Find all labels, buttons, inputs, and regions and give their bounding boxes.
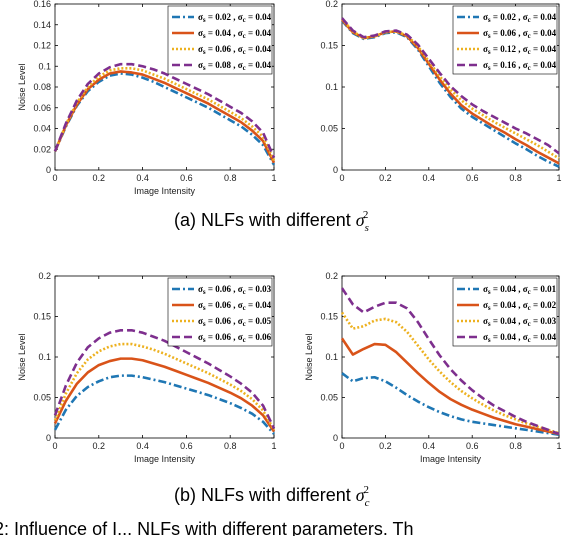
- y-tick-label: 0.05: [320, 393, 338, 403]
- x-tick-label: 0.4: [136, 173, 149, 183]
- series-line-3: [53, 67, 276, 162]
- legend-label: σs = 0.06 , σc = 0.04: [483, 28, 557, 40]
- series-line-3: [53, 342, 276, 431]
- x-tick-label: 0.4: [423, 173, 436, 183]
- legend-box: [452, 277, 558, 347]
- x-tick-label: 0: [52, 441, 57, 451]
- y-tick-label: 0.1: [325, 352, 338, 362]
- y-tick-label: 0.2: [38, 271, 51, 281]
- y-axis-label: Noise Level: [17, 333, 27, 380]
- chart-panel-bottom-left: 0 0.2 0.4 0.6 0.8 1 0 0.05 0.1 0.15 0.2 Image Inten…: [17, 271, 277, 464]
- x-tick-label: 1: [271, 441, 276, 451]
- x-tick-label: 0.4: [136, 441, 149, 451]
- y-tick-label: 0.02: [33, 144, 51, 154]
- legend: σs = 0.02 , σc = 0.04 σs = 0.04 , σc = 0.…: [167, 5, 273, 75]
- x-tick-label: 0: [339, 173, 344, 183]
- series-line-1: [341, 372, 560, 437]
- legend-label: σs = 0.16 , σc = 0.04: [483, 60, 557, 72]
- x-axis-label: Image Intensity: [134, 454, 196, 464]
- legend-label: σs = 0.06 , σc = 0.04: [198, 300, 272, 312]
- y-tick-label: 0: [46, 165, 51, 175]
- legend-label: σs = 0.06 , σc = 0.04: [198, 44, 272, 56]
- legend-label: σs = 0.12 , σc = 0.04: [483, 44, 557, 56]
- legend-label: σs = 0.06 , σc = 0.06: [198, 332, 272, 344]
- series-line-1: [53, 72, 276, 166]
- legend: σs = 0.02 , σc = 0.04 σs = 0.06 , σc = 0.…: [452, 5, 558, 75]
- footer-caption-fragment: 2: Influence of I... NLFs with different…: [0, 519, 414, 536]
- x-tick-label: 0.6: [466, 441, 479, 451]
- x-tick-label: 0.2: [93, 173, 106, 183]
- series-line-4: [53, 62, 276, 159]
- legend-label: σs = 0.06 , σc = 0.03: [198, 284, 272, 296]
- y-tick-label: 0.2: [325, 271, 338, 281]
- chart-panel-bottom-right: 0 0.2 0.4 0.6 0.8 1 0 0.05 0.1 0.15 0.2 Image Inten…: [304, 271, 562, 464]
- legend-label: σs = 0.02 , σc = 0.04: [483, 12, 557, 24]
- y-tick-label: 0.05: [320, 124, 338, 134]
- y-tick-label: 0.1: [38, 61, 51, 71]
- legend-label: σs = 0.06 , σc = 0.05: [198, 316, 272, 328]
- x-tick-label: 0.2: [93, 441, 106, 451]
- y-tick-label: 0.14: [33, 20, 51, 30]
- series-line-1: [53, 374, 275, 435]
- legend-label: σs = 0.08 , σc = 0.04: [198, 60, 272, 72]
- y-tick-label: 0.12: [33, 41, 51, 51]
- x-tick-label: 0.6: [466, 173, 479, 183]
- legend-box: [167, 277, 273, 347]
- series-line-4: [340, 287, 560, 436]
- series-line-4: [53, 328, 276, 429]
- y-tick-label: 0: [333, 165, 338, 175]
- y-tick-label: 0.15: [320, 41, 338, 51]
- legend-label: σs = 0.02 , σc = 0.04: [198, 12, 272, 24]
- y-tick-label: 0.1: [38, 352, 51, 362]
- x-axis-label: Image Intensity: [134, 186, 196, 196]
- series-line-2: [340, 337, 560, 436]
- x-tick-label: 1: [556, 441, 561, 451]
- caption-b: (b) NLFs with different σc2: [174, 484, 370, 509]
- x-axis-label: Image Intensity: [420, 454, 482, 464]
- x-tick-label: 1: [271, 173, 276, 183]
- y-axis-label: Noise Level: [304, 333, 314, 380]
- legend: σs = 0.04 , σc = 0.01 σs = 0.04 , σc = 0.…: [452, 277, 558, 347]
- x-tick-label: 0.6: [180, 173, 193, 183]
- x-tick-label: 0.2: [379, 173, 392, 183]
- legend-label: σs = 0.04 , σc = 0.01: [483, 284, 557, 296]
- x-tick-label: 0.6: [180, 441, 193, 451]
- series-line-2: [53, 70, 276, 164]
- y-tick-label: 0.15: [33, 312, 51, 322]
- series-line-2: [53, 357, 276, 433]
- x-tick-label: 0.8: [224, 441, 237, 451]
- y-axis-label: Noise Level: [17, 63, 27, 110]
- legend-label: σs = 0.04 , σc = 0.04: [198, 28, 272, 40]
- x-tick-label: 0: [339, 441, 344, 451]
- caption-a: (a) NLFs with different σs2: [174, 209, 369, 234]
- x-tick-label: 0: [52, 173, 57, 183]
- x-tick-label: 0.2: [379, 441, 392, 451]
- y-tick-label: 0.08: [33, 82, 51, 92]
- y-tick-label: 0.16: [33, 0, 51, 9]
- legend-box: [167, 5, 273, 75]
- legend-box: [452, 5, 558, 75]
- legend-label: σs = 0.04 , σc = 0.02: [483, 300, 557, 312]
- y-tick-label: 0: [333, 433, 338, 443]
- x-tick-label: 0.4: [423, 441, 436, 451]
- x-tick-label: 0.8: [509, 173, 522, 183]
- y-tick-label: 0.1: [325, 82, 338, 92]
- chart-panel-top-left: 0 0.2 0.4 0.6 0.8 1 0 0.02 0.04 0.06 0.08 0.1 0.12 0.…: [17, 0, 277, 196]
- y-tick-label: 0.04: [33, 124, 51, 134]
- y-tick-label: 0.05: [33, 393, 51, 403]
- y-tick-label: 0: [46, 433, 51, 443]
- legend-label: σs = 0.04 , σc = 0.03: [483, 316, 557, 328]
- legend: σs = 0.06 , σc = 0.03 σs = 0.06 , σc = 0.…: [167, 277, 273, 347]
- x-tick-label: 0.8: [224, 173, 237, 183]
- chart-panel-top-right: 0 0.2 0.4 0.6 0.8 1 0 0.05 0.1 0.15 0.2 σs = 0.02 ,…: [320, 0, 561, 183]
- legend-label: σs = 0.04 , σc = 0.04: [483, 332, 557, 344]
- y-tick-label: 0.06: [33, 103, 51, 113]
- series-line-3: [340, 311, 560, 435]
- y-tick-label: 0.15: [320, 312, 338, 322]
- x-tick-label: 0.8: [509, 441, 522, 451]
- y-tick-label: 0.2: [325, 0, 338, 9]
- x-tick-label: 1: [556, 173, 561, 183]
